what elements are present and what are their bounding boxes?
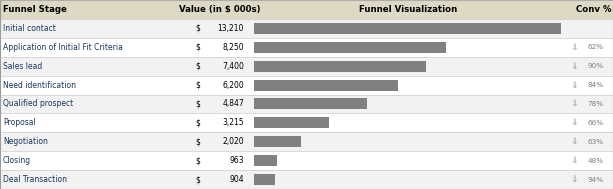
Text: 66%: 66% — [587, 120, 603, 126]
Bar — [254, 117, 329, 128]
Text: $: $ — [195, 137, 200, 146]
Bar — [0, 38, 613, 57]
Text: 4,847: 4,847 — [223, 99, 244, 108]
Bar — [0, 151, 613, 170]
Text: Proposal: Proposal — [3, 118, 36, 127]
Text: ⇓: ⇓ — [570, 62, 578, 71]
Bar — [254, 61, 426, 72]
Text: $: $ — [195, 99, 200, 108]
Text: $: $ — [195, 118, 200, 127]
Text: $: $ — [195, 81, 200, 90]
Text: Sales lead: Sales lead — [3, 62, 42, 71]
Text: 90%: 90% — [587, 63, 603, 69]
Text: 48%: 48% — [587, 158, 603, 164]
Text: 904: 904 — [229, 175, 244, 184]
Text: Need identification: Need identification — [3, 81, 76, 90]
Text: Negotiation: Negotiation — [3, 137, 48, 146]
Bar — [0, 113, 613, 132]
Text: 3,215: 3,215 — [223, 118, 244, 127]
Text: 62%: 62% — [587, 44, 603, 50]
Text: Conv %: Conv % — [576, 5, 612, 14]
Bar — [0, 170, 613, 189]
Text: 2,020: 2,020 — [223, 137, 244, 146]
Text: 13,210: 13,210 — [218, 24, 244, 33]
Text: Application of Initial Fit Criteria: Application of Initial Fit Criteria — [3, 43, 123, 52]
Text: ⇓: ⇓ — [570, 118, 578, 127]
Text: Initial contact: Initial contact — [3, 24, 56, 33]
Text: ⇓: ⇓ — [570, 156, 578, 165]
Text: ⇓: ⇓ — [570, 137, 578, 146]
Text: 6,200: 6,200 — [223, 81, 244, 90]
Bar — [0, 19, 613, 38]
Text: 7,400: 7,400 — [222, 62, 244, 71]
Bar — [0, 0, 613, 19]
Text: $: $ — [195, 43, 200, 52]
Text: Deal Transaction: Deal Transaction — [3, 175, 67, 184]
Bar — [254, 174, 275, 185]
Text: $: $ — [195, 62, 200, 71]
Text: ⇓: ⇓ — [570, 175, 578, 184]
Text: 84%: 84% — [587, 82, 603, 88]
Text: 78%: 78% — [587, 101, 603, 107]
Text: ⇓: ⇓ — [570, 99, 578, 108]
Bar — [254, 136, 301, 147]
Text: 94%: 94% — [587, 177, 603, 183]
Bar — [0, 94, 613, 113]
Bar — [0, 57, 613, 76]
Bar — [254, 98, 367, 109]
Bar — [254, 42, 446, 53]
Text: Funnel Visualization: Funnel Visualization — [359, 5, 457, 14]
Text: Qualified prospect: Qualified prospect — [3, 99, 74, 108]
Text: $: $ — [195, 24, 200, 33]
Text: $: $ — [195, 175, 200, 184]
Bar — [0, 76, 613, 94]
Bar — [254, 155, 276, 166]
Text: ⇓: ⇓ — [570, 43, 578, 52]
Bar — [0, 132, 613, 151]
Bar — [254, 80, 398, 91]
Bar — [254, 23, 561, 34]
Text: 963: 963 — [229, 156, 244, 165]
Text: $: $ — [195, 156, 200, 165]
Text: Value (in $ 000s): Value (in $ 000s) — [179, 5, 260, 14]
Text: 8,250: 8,250 — [223, 43, 244, 52]
Text: ⇓: ⇓ — [570, 81, 578, 90]
Text: Funnel Stage: Funnel Stage — [3, 5, 67, 14]
Text: Closing: Closing — [3, 156, 31, 165]
Text: 63%: 63% — [587, 139, 603, 145]
